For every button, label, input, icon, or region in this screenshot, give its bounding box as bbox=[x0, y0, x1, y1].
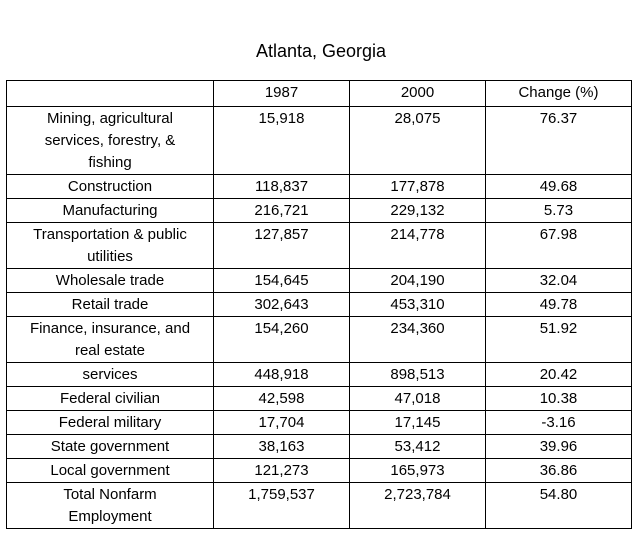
value-2000: 2,723,784 bbox=[349, 482, 486, 529]
value-change: 49.68 bbox=[485, 174, 632, 199]
row-label: Manufacturing bbox=[6, 198, 214, 223]
value-1987: 154,645 bbox=[213, 268, 350, 293]
table-row-total: Total Nonfarm Employment 1,759,537 2,723… bbox=[6, 482, 632, 529]
table-row: Finance, insurance, and real estate 154,… bbox=[6, 316, 632, 363]
table-row: Retail trade 302,643 453,310 49.78 bbox=[6, 292, 632, 317]
row-label: Construction bbox=[6, 174, 214, 199]
row-label: Local government bbox=[6, 458, 214, 483]
value-change: 36.86 bbox=[485, 458, 632, 483]
value-change: -3.16 bbox=[485, 410, 632, 435]
value-2000: 165,973 bbox=[349, 458, 486, 483]
value-1987: 302,643 bbox=[213, 292, 350, 317]
table-row: Federal military 17,704 17,145 -3.16 bbox=[6, 410, 632, 435]
value-1987: 154,260 bbox=[213, 316, 350, 363]
value-2000: 177,878 bbox=[349, 174, 486, 199]
row-label: Federal military bbox=[6, 410, 214, 435]
header-cell-label bbox=[6, 80, 214, 107]
value-change: 10.38 bbox=[485, 386, 632, 411]
value-2000: 47,018 bbox=[349, 386, 486, 411]
row-label: Total Nonfarm Employment bbox=[6, 482, 214, 529]
table-row: Federal civilian 42,598 47,018 10.38 bbox=[6, 386, 632, 411]
page-title: Atlanta, Georgia bbox=[255, 41, 387, 61]
value-1987: 38,163 bbox=[213, 434, 350, 459]
value-1987: 1,759,537 bbox=[213, 482, 350, 529]
table-row: Manufacturing 216,721 229,132 5.73 bbox=[6, 198, 632, 223]
value-2000: 17,145 bbox=[349, 410, 486, 435]
value-change: 32.04 bbox=[485, 268, 632, 293]
value-2000: 898,513 bbox=[349, 362, 486, 387]
table-row: Mining, agricultural services, forestry,… bbox=[6, 106, 632, 175]
value-2000: 204,190 bbox=[349, 268, 486, 293]
value-2000: 53,412 bbox=[349, 434, 486, 459]
value-2000: 229,132 bbox=[349, 198, 486, 223]
header-cell-change: Change (%) bbox=[485, 80, 632, 107]
value-2000: 453,310 bbox=[349, 292, 486, 317]
value-change: 49.78 bbox=[485, 292, 632, 317]
header-cell-1987: 1987 bbox=[213, 80, 350, 107]
table-row: Local government 121,273 165,973 36.86 bbox=[6, 458, 632, 483]
employment-table: 1987 2000 Change (%) Mining, agricultura… bbox=[6, 80, 632, 529]
row-label: State government bbox=[6, 434, 214, 459]
value-change: 5.73 bbox=[485, 198, 632, 223]
value-change: 54.80 bbox=[485, 482, 632, 529]
value-2000: 234,360 bbox=[349, 316, 486, 363]
value-1987: 42,598 bbox=[213, 386, 350, 411]
value-change: 39.96 bbox=[485, 434, 632, 459]
row-label: Transportation & public utilities bbox=[6, 222, 214, 269]
table-header-row: 1987 2000 Change (%) bbox=[6, 80, 632, 107]
value-2000: 214,778 bbox=[349, 222, 486, 269]
value-1987: 448,918 bbox=[213, 362, 350, 387]
header-cell-2000: 2000 bbox=[349, 80, 486, 107]
row-label: Mining, agricultural services, forestry,… bbox=[6, 106, 214, 175]
table-row: Transportation & public utilities 127,85… bbox=[6, 222, 632, 269]
value-1987: 17,704 bbox=[213, 410, 350, 435]
value-1987: 121,273 bbox=[213, 458, 350, 483]
value-1987: 216,721 bbox=[213, 198, 350, 223]
value-change: 76.37 bbox=[485, 106, 632, 175]
value-1987: 15,918 bbox=[213, 106, 350, 175]
table-row: State government 38,163 53,412 39.96 bbox=[6, 434, 632, 459]
value-1987: 127,857 bbox=[213, 222, 350, 269]
table-row: Construction 118,837 177,878 49.68 bbox=[6, 174, 632, 199]
value-change: 67.98 bbox=[485, 222, 632, 269]
table-row: Wholesale trade 154,645 204,190 32.04 bbox=[6, 268, 632, 293]
row-label: Federal civilian bbox=[6, 386, 214, 411]
row-label: Retail trade bbox=[6, 292, 214, 317]
table-row: services 448,918 898,513 20.42 bbox=[6, 362, 632, 387]
value-1987: 118,837 bbox=[213, 174, 350, 199]
value-2000: 28,075 bbox=[349, 106, 486, 175]
value-change: 20.42 bbox=[485, 362, 632, 387]
row-label: Wholesale trade bbox=[6, 268, 214, 293]
row-label: Finance, insurance, and real estate bbox=[6, 316, 214, 363]
row-label: services bbox=[6, 362, 214, 387]
value-change: 51.92 bbox=[485, 316, 632, 363]
